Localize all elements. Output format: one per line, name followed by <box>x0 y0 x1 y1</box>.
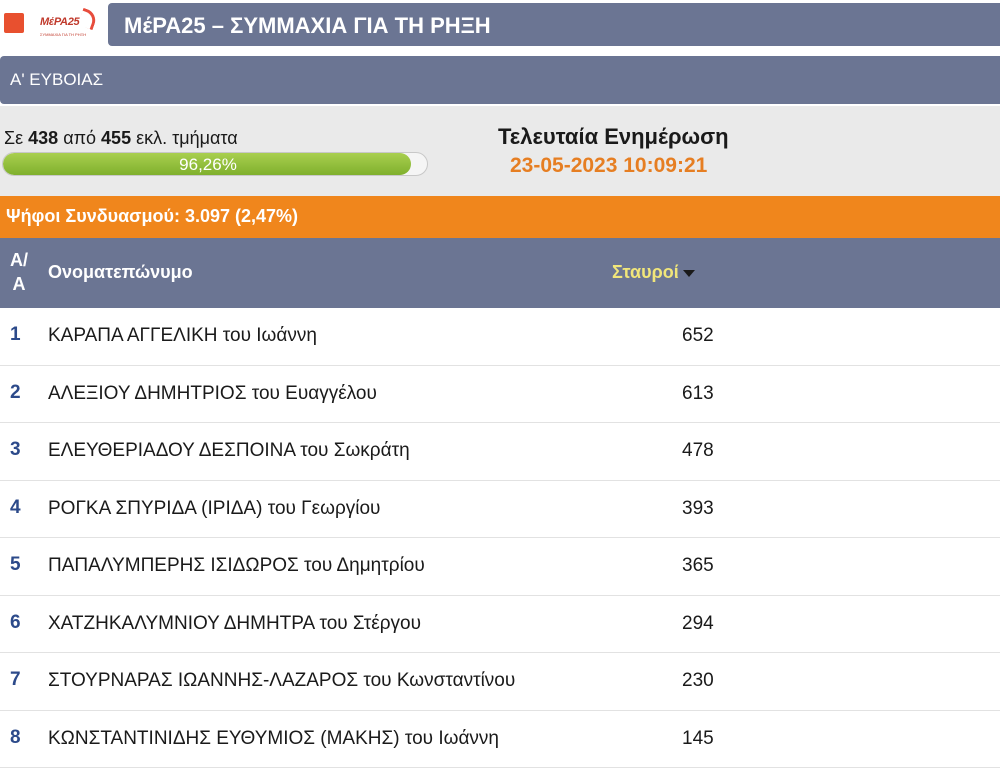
party-title: ΜέΡΑ25 – ΣΥΜΜΑΧΙΑ ΓΙΑ ΤΗ ΡΗΞΗ <box>124 13 491 38</box>
row-number: 4 <box>10 496 21 518</box>
candidate-votes: 613 <box>682 382 714 404</box>
party-logo: ΜέΡΑ25 ΣΥΜΜΑΧΙΑ ΓΙΑ ΤΗ ΡΗΞΗ <box>32 2 102 46</box>
candidate-name: ΑΛΕΞΙΟΥ ΔΗΜΗΤΡΙΟΣ του Ευαγγέλου <box>48 382 377 404</box>
progress-fill <box>3 153 412 175</box>
votes-header-label: Σταυροί <box>612 262 679 282</box>
counted-middle: από <box>58 128 102 148</box>
table-row: 5 ΠΑΠΑΛΥΜΠΕΡΗΣ ΙΣΙΔΩΡΟΣ του Δημητρίου 365 <box>0 538 1000 596</box>
district-title: Α' ΕΥΒΟΙΑΣ <box>10 70 104 89</box>
candidate-votes: 478 <box>682 440 714 461</box>
candidate-name: ΣΤΟΥΡΝΑΡΑΣ ΙΩΑΝΝΗΣ-ΛΑΖΑΡΟΣ του Κωνσταντί… <box>48 670 516 691</box>
party-color-swatch <box>4 13 24 33</box>
last-update-label: Τελευταία Ενημέρωση <box>498 124 729 149</box>
column-header-votes[interactable]: Σταυροί <box>612 262 695 283</box>
row-number: 5 <box>10 554 21 575</box>
district-header: Α' ΕΥΒΟΙΑΣ <box>0 56 1000 104</box>
table-row: 8 ΚΩΝΣΤΑΝΤΙΝΙΔΗΣ ΕΥΘΥΜΙΟΣ (ΜΑΚΗΣ) του Ιωά… <box>0 711 1000 768</box>
table-row: 3 ΕΛΕΥΘΕΡΙΑΔΟΥ ΔΕΣΠΟΙΝΑ του Σωκράτη 478 <box>0 423 1000 481</box>
candidates-table-body: 1 ΚΑΡΑΠΑ ΑΓΓΕΛΙΚΗ του Ιωάννη 652 2 ΑΛΕΞΙΟΥ Δ… <box>0 308 1000 768</box>
column-header-name: Ονοματεπώνυμο <box>48 262 193 282</box>
sort-desc-icon <box>682 269 695 277</box>
progress-label: 96,26% <box>179 155 237 174</box>
candidate-votes: 365 <box>682 555 714 576</box>
candidate-votes: 230 <box>682 670 714 691</box>
party-title-box: ΜέΡΑ25 – ΣΥΜΜΑΧΙΑ ΓΙΑ ΤΗ ΡΗΞΗ <box>108 3 1000 46</box>
last-update-time: 23-05-2023 10:09:21 <box>510 154 708 177</box>
counted-prefix: Σε <box>4 128 29 148</box>
logo-swoosh-icon <box>77 7 99 31</box>
combo-votes-bar: Ψήφοι Συνδυασμού: 3.097 (2,47%) <box>0 196 1000 238</box>
candidate-name: ΕΛΕΥΘΕΡΙΑΔΟΥ ΔΕΣΠΟΙΝΑ του Σωκράτη <box>48 440 410 461</box>
candidate-votes: 393 <box>682 497 714 519</box>
row-number: 3 <box>10 439 21 460</box>
counted-sections: Σε 438 από 455 εκλ. τμήματα <box>4 128 238 149</box>
table-row: 2 ΑΛΕΞΙΟΥ ΔΗΜΗΤΡΙΟΣ του Ευαγγέλου 613 <box>0 366 1000 423</box>
table-header: Α/ Α Ονοματεπώνυμο Σταυροί <box>0 238 1000 308</box>
combo-votes-text: Ψήφοι Συνδυασμού: 3.097 (2,47%) <box>6 206 299 226</box>
progress-bar: 96,26% <box>2 152 428 176</box>
row-number: 6 <box>10 611 21 633</box>
row-number: 1 <box>10 324 21 345</box>
row-number: 8 <box>10 726 21 748</box>
table-row: 1 ΚΑΡΑΠΑ ΑΓΓΕΛΙΚΗ του Ιωάννη 652 <box>0 308 1000 366</box>
logo-subtext: ΣΥΜΜΑΧΙΑ ΓΙΑ ΤΗ ΡΗΞΗ <box>40 32 87 37</box>
candidate-votes: 652 <box>682 325 714 346</box>
candidate-name: ΚΑΡΑΠΑ ΑΓΓΕΛΙΚΗ του Ιωάννη <box>48 325 317 346</box>
party-header: ΜέΡΑ25 ΣΥΜΜΑΧΙΑ ΓΙΑ ΤΗ ΡΗΞΗ ΜέΡΑ25 – ΣΥΜ… <box>0 0 1000 50</box>
column-header-aa: Α/ Α <box>10 250 28 294</box>
table-row: 4 ΡΟΓΚΑ ΣΠΥΡΙΔΑ (ΙΡΙΔΑ) του Γεωργίου 393 <box>0 481 1000 538</box>
table-row: 6 ΧΑΤΖΗΚΑΛΥΜΝΙΟΥ ΔΗΜΗΤΡΑ του Στέργου 294 <box>0 596 1000 653</box>
total-value: 455 <box>101 128 132 148</box>
candidate-name: ΧΑΤΖΗΚΑΛΥΜΝΙΟΥ ΔΗΜΗΤΡΑ του Στέργου <box>48 612 422 634</box>
candidate-name: ΡΟΓΚΑ ΣΠΥΡΙΔΑ (ΙΡΙΔΑ) του Γεωργίου <box>48 497 381 519</box>
stats-panel: Σε 438 από 455 εκλ. τμήματα 96,26% Τελευ… <box>0 106 1000 196</box>
logo-text: ΜέΡΑ25 <box>40 16 80 28</box>
candidate-name: ΚΩΝΣΤΑΝΤΙΝΙΔΗΣ ΕΥΘΥΜΙΟΣ (ΜΑΚΗΣ) του Ιωάν… <box>48 727 499 749</box>
candidate-name: ΠΑΠΑΛΥΜΠΕΡΗΣ ΙΣΙΔΩΡΟΣ του Δημητρίου <box>48 555 425 576</box>
row-number: 7 <box>10 669 21 690</box>
counted-value: 438 <box>28 128 59 148</box>
row-number: 2 <box>10 381 21 403</box>
table-row: 7 ΣΤΟΥΡΝΑΡΑΣ ΙΩΑΝΝΗΣ-ΛΑΖΑΡΟΣ του Κωνσταντ… <box>0 653 1000 711</box>
candidate-votes: 294 <box>682 612 714 634</box>
counted-suffix: εκλ. τμήματα <box>131 128 238 148</box>
candidate-votes: 145 <box>682 727 714 749</box>
